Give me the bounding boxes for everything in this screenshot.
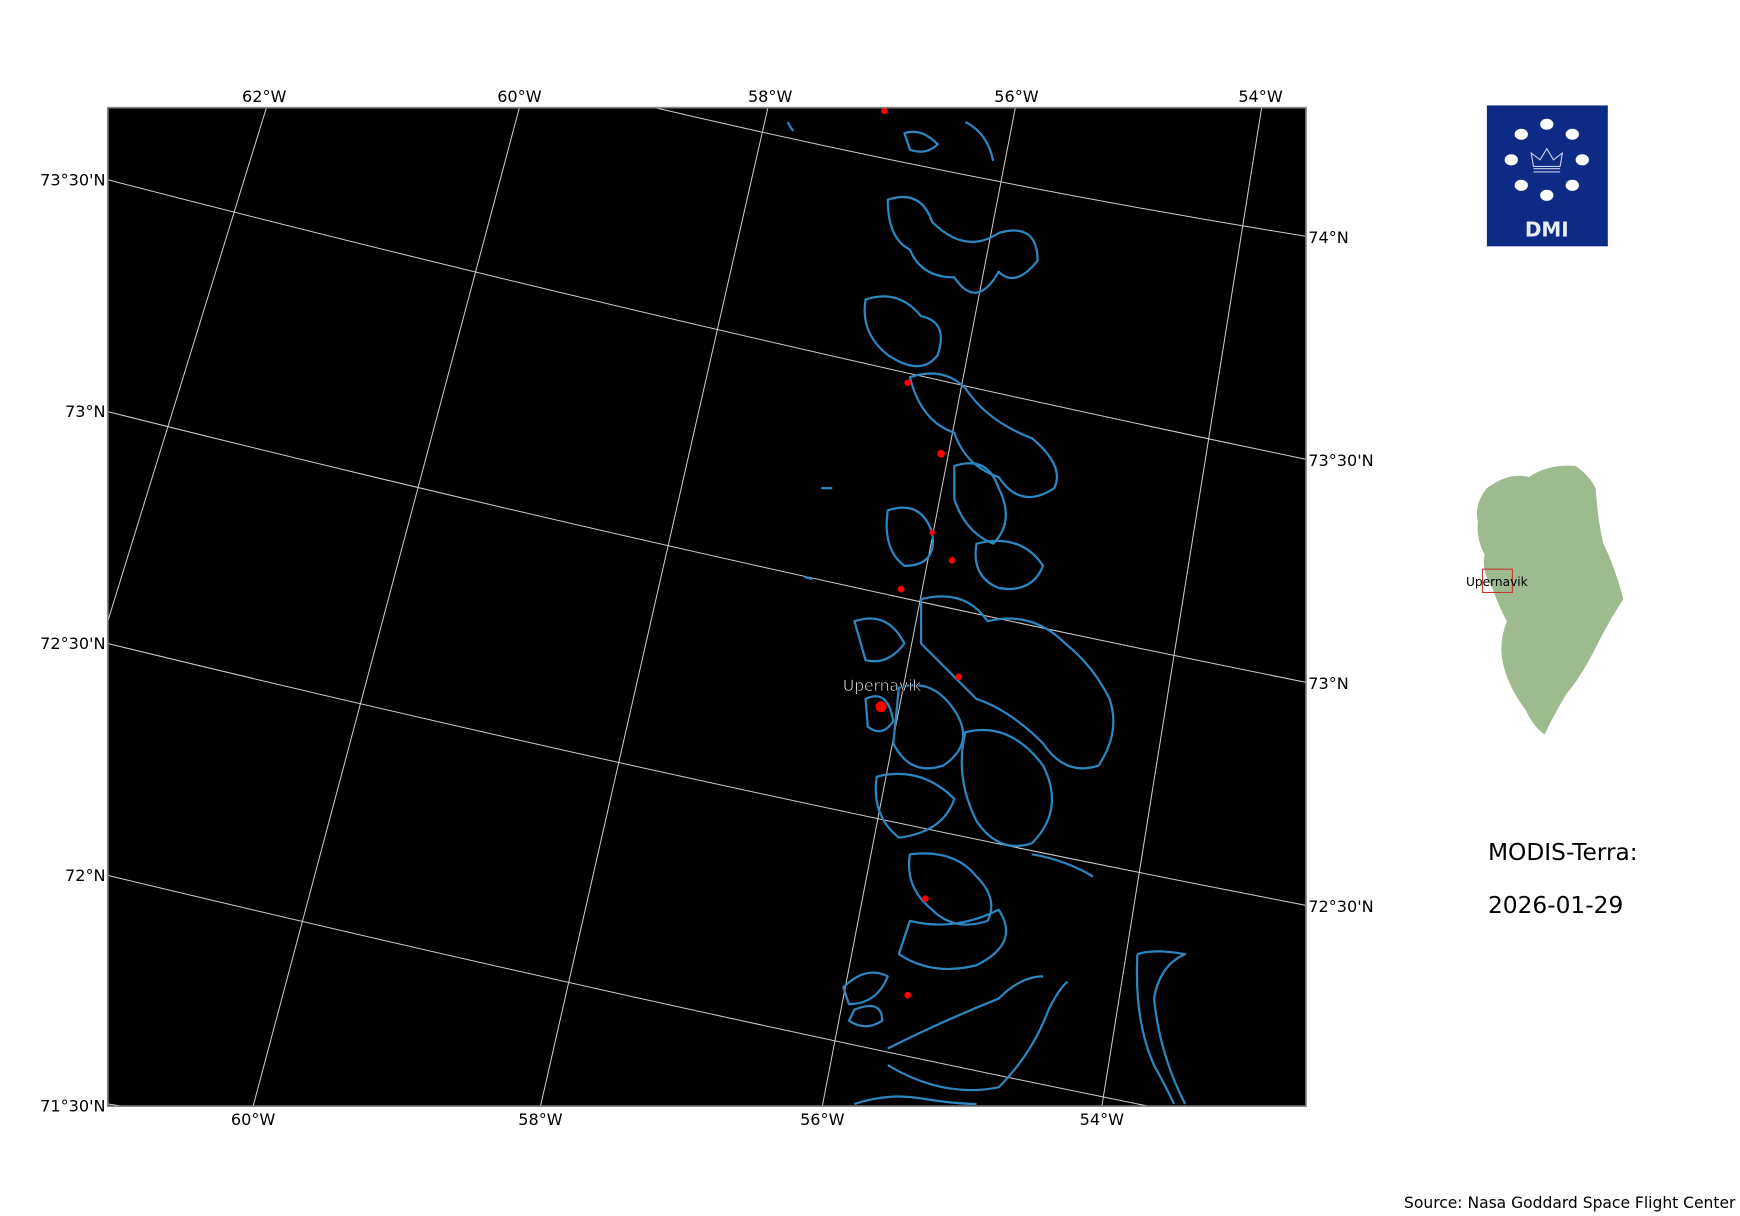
dmi-logo: DMI: [1486, 105, 1608, 247]
parallel-73n: [107, 411, 1307, 683]
svg-text:54°W: 54°W: [1080, 1110, 1124, 1129]
title-line-1: MODIS-Terra:: [1488, 839, 1638, 866]
upernavik-dot: [875, 701, 887, 713]
greenland-inset: Upernavik: [1466, 465, 1624, 735]
meridian-60w: [252, 107, 520, 1107]
crown-icon: [1530, 147, 1564, 173]
svg-text:72°30'N: 72°30'N: [40, 634, 105, 653]
svg-text:73°N: 73°N: [1308, 674, 1349, 693]
settlement-dot: [948, 556, 956, 564]
parallel-72-30n: [107, 643, 1307, 906]
svg-text:54°W: 54°W: [1238, 87, 1282, 106]
svg-text:62°W: 62°W: [242, 87, 286, 106]
source-credit: Source: Nasa Goddard Space Flight Center: [1404, 1194, 1736, 1212]
inset-label: Upernavik: [1466, 575, 1529, 589]
svg-text:73°30'N: 73°30'N: [40, 170, 105, 189]
map-panel[interactable]: Upernavik: [106, 106, 1307, 1107]
svg-text:58°W: 58°W: [748, 87, 792, 106]
meridian-62w: [107, 107, 267, 622]
inset-location-box: [1481, 568, 1513, 594]
settlement-dot: [955, 673, 963, 681]
place-label-upernavik: Upernavik: [843, 677, 922, 695]
parallel-72n: [107, 874, 1149, 1107]
settlement-dot: [881, 107, 888, 115]
map-background: [107, 107, 1307, 1107]
logo-text: DMI: [1525, 217, 1569, 241]
right-lat-labels: 74°N 73°30'N 73°N 72°30'N: [1308, 228, 1373, 916]
settlement-dot: [904, 379, 912, 387]
left-lat-labels: 73°30'N 73°N 72°30'N 72°N 71°30'N: [40, 170, 105, 1115]
meridian-56w: [821, 107, 1016, 1107]
svg-text:72°N: 72°N: [65, 866, 106, 885]
settlement-dot: [904, 991, 912, 999]
svg-text:58°W: 58°W: [518, 1110, 562, 1129]
svg-text:73°30'N: 73°30'N: [1308, 451, 1373, 470]
svg-text:71°30'N: 71°30'N: [40, 1097, 105, 1116]
greenland-land: [1476, 465, 1624, 735]
title-date: 2026-01-29: [1488, 892, 1623, 919]
graticule: [107, 107, 1307, 1107]
svg-text:60°W: 60°W: [497, 87, 541, 106]
top-lon-labels: 62°W 60°W 58°W 56°W 54°W: [242, 87, 1283, 106]
meridian-58w: [539, 107, 769, 1107]
parallel-74n: [654, 107, 1307, 237]
settlements: [875, 107, 963, 999]
svg-text:60°W: 60°W: [231, 1110, 275, 1129]
coastline: [786, 121, 1187, 1106]
settlement-dot: [922, 895, 929, 903]
parallel-73-30n: [107, 179, 1307, 460]
svg-text:56°W: 56°W: [994, 87, 1038, 106]
svg-text:74°N: 74°N: [1308, 228, 1349, 247]
map-frame: [106, 106, 1307, 1107]
settlement-dot: [937, 449, 945, 458]
settlement-dot: [929, 529, 935, 536]
meridian-54w: [1101, 107, 1263, 1107]
logo-dots: [1504, 118, 1589, 201]
settlement-dot: [897, 585, 905, 593]
bottom-lon-labels: 60°W 58°W 56°W 54°W: [231, 1110, 1124, 1129]
svg-text:73°N: 73°N: [65, 402, 106, 421]
svg-text:72°30'N: 72°30'N: [1308, 897, 1373, 916]
svg-text:56°W: 56°W: [800, 1110, 844, 1129]
